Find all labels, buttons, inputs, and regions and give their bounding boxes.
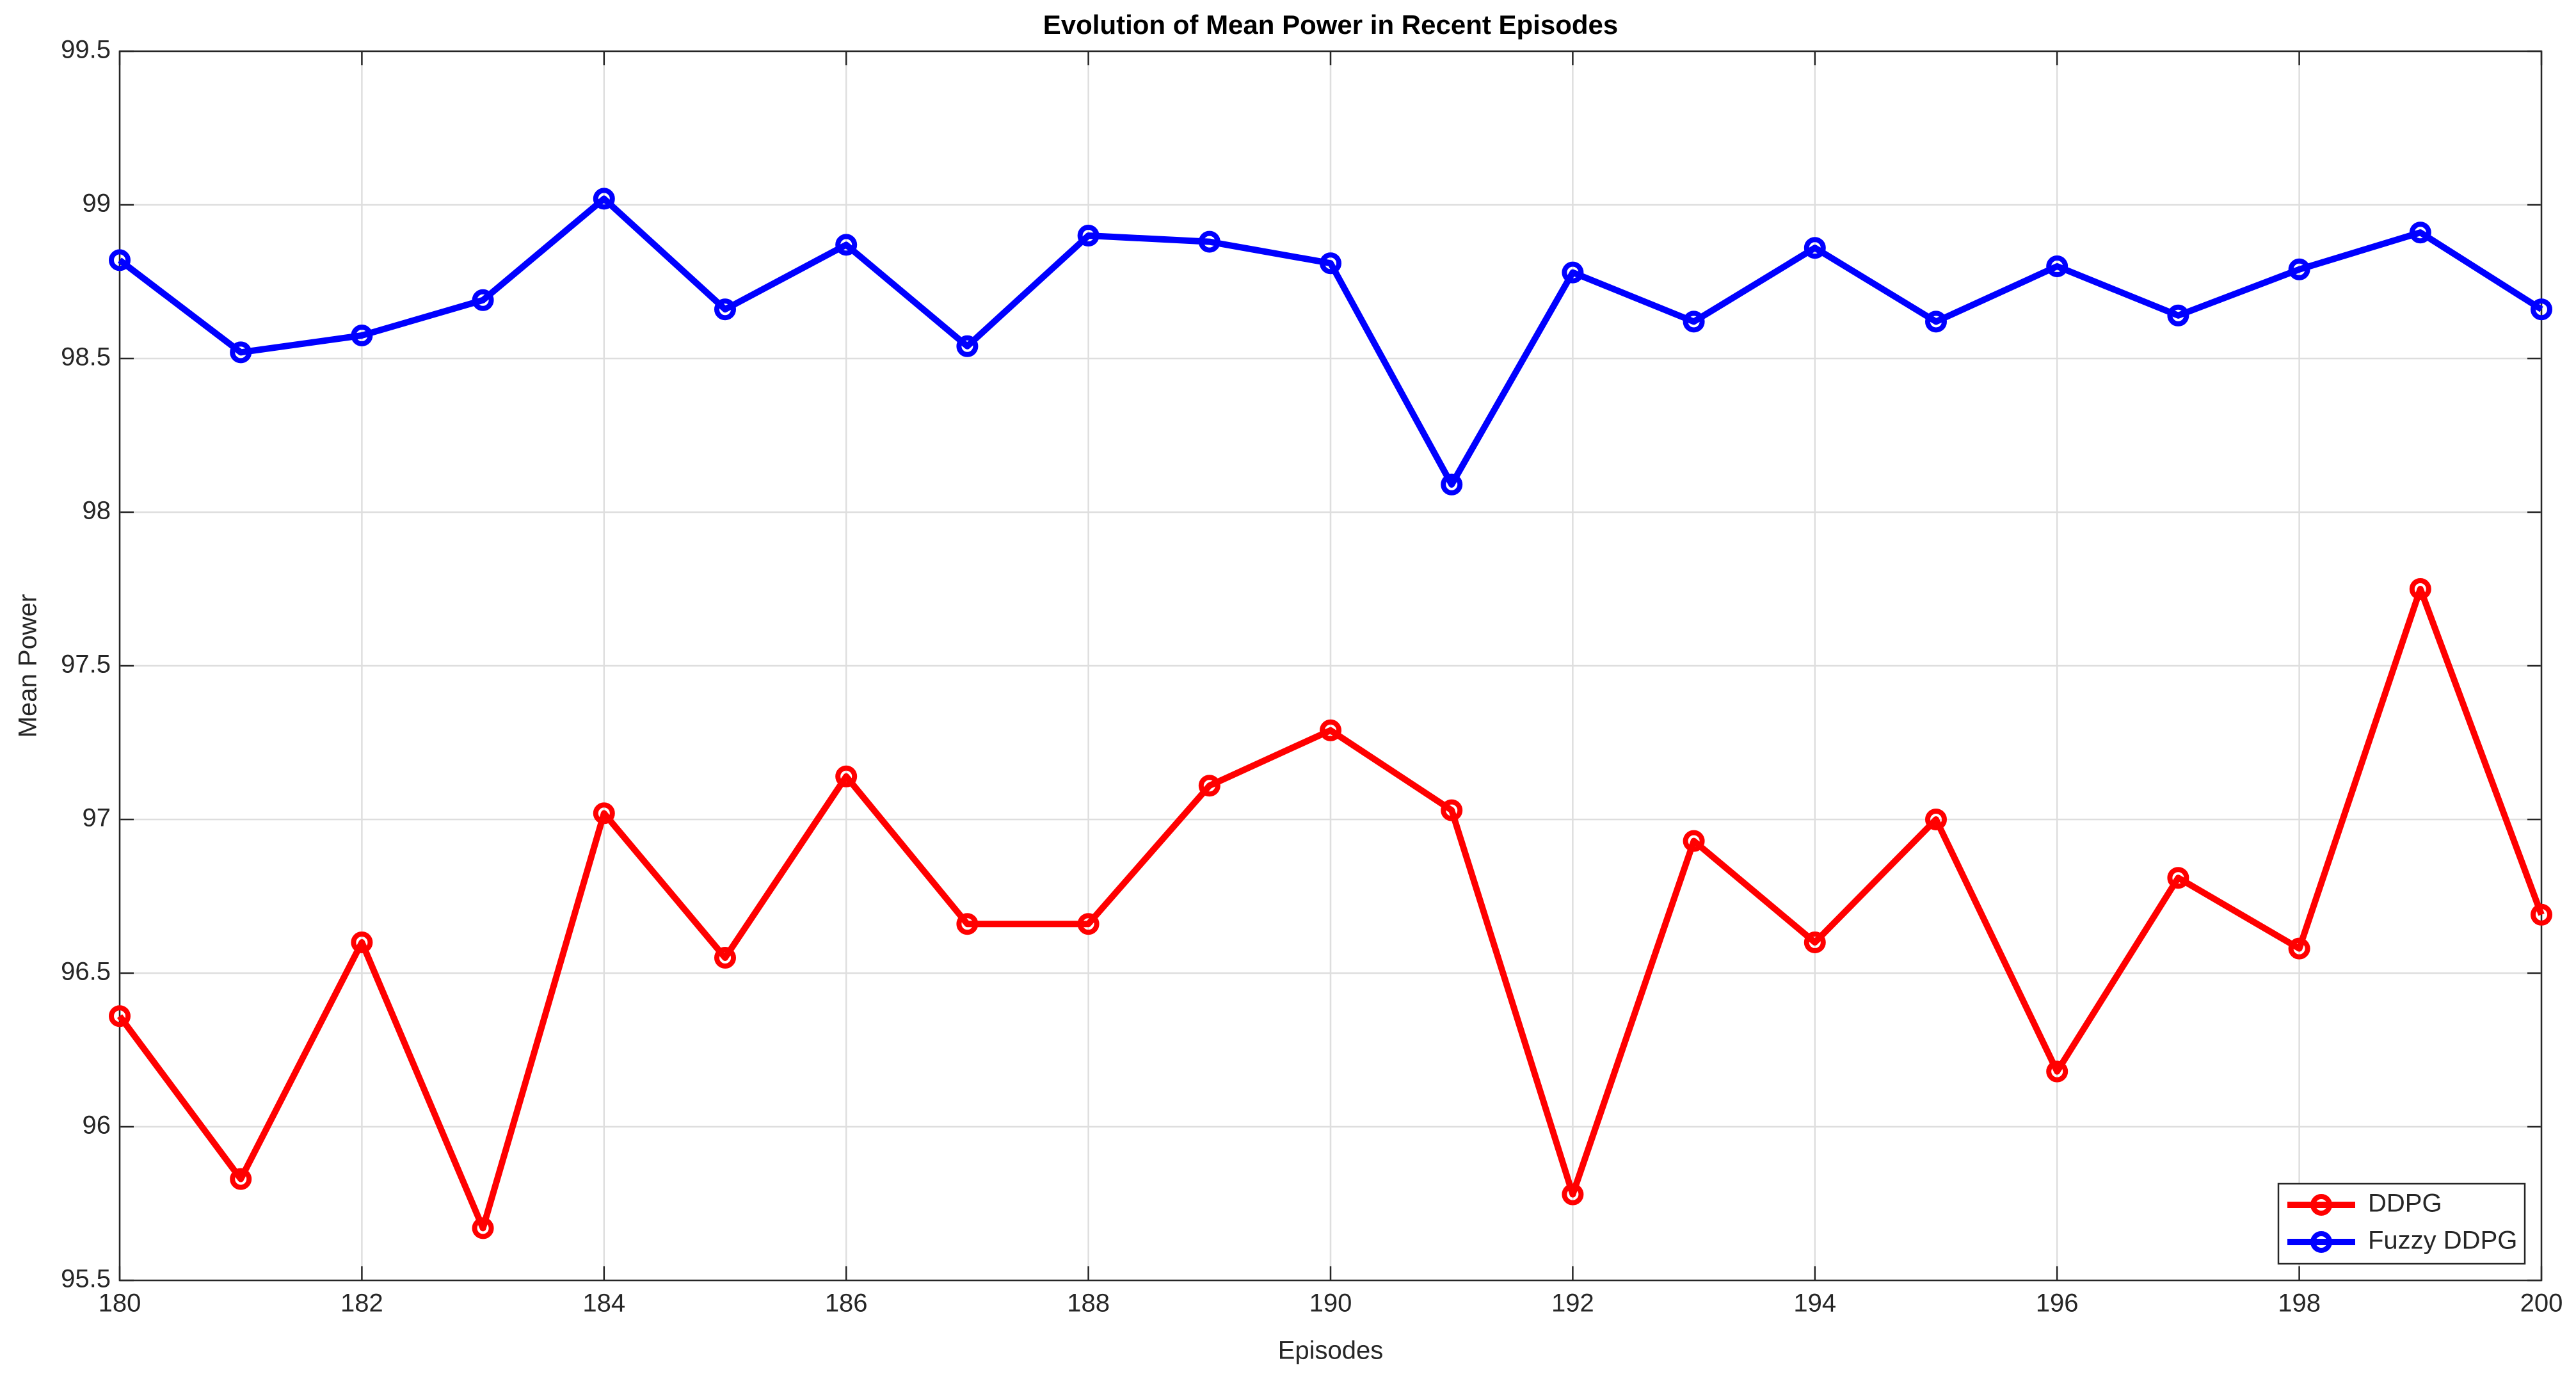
legend-marker	[2310, 1194, 2332, 1216]
data-point	[714, 947, 736, 969]
data-point	[1925, 809, 1947, 830]
data-point	[2288, 258, 2310, 280]
x-tick-label: 182	[340, 1289, 383, 1318]
legend-marker	[2310, 1231, 2332, 1253]
data-point	[714, 298, 736, 321]
data-point	[2531, 298, 2552, 321]
x-tick-label: 184	[582, 1289, 625, 1318]
y-tick-label: 99	[83, 190, 111, 218]
data-point	[2288, 937, 2310, 960]
data-point	[1562, 1183, 1584, 1206]
data-point	[956, 335, 979, 357]
data-point	[472, 289, 494, 311]
data-point	[472, 1217, 494, 1239]
data-point	[956, 913, 979, 935]
data-point	[593, 802, 615, 825]
x-axis-label: Episodes	[1278, 1337, 1384, 1365]
data-point	[1320, 252, 1341, 275]
data-point	[1198, 230, 1220, 253]
x-tick-label: 186	[825, 1289, 868, 1318]
y-tick-label: 98	[83, 497, 111, 525]
data-point	[1077, 913, 1100, 935]
data-point	[1804, 237, 1826, 259]
x-tick-label: 194	[1793, 1289, 1836, 1318]
x-tick-label: 200	[2520, 1289, 2563, 1318]
data-point	[351, 325, 373, 346]
data-point	[1683, 830, 1705, 852]
data-point	[1441, 799, 1463, 821]
y-tick-label: 97.5	[61, 650, 111, 679]
x-tick-label: 196	[2036, 1289, 2079, 1318]
legend-label: DDPG	[2368, 1189, 2442, 1218]
y-axis-label: Mean Power	[14, 594, 42, 738]
data-point	[1683, 310, 1705, 333]
chart-title: Evolution of Mean Power in Recent Episod…	[1043, 10, 1618, 40]
data-point	[351, 931, 373, 953]
x-tick-label: 190	[1309, 1289, 1352, 1318]
data-point	[1925, 310, 1947, 333]
data-point	[1804, 931, 1826, 953]
data-point	[2409, 222, 2431, 244]
series-line	[117, 195, 2543, 488]
series-line	[116, 586, 2545, 1232]
data-point	[109, 249, 131, 271]
data-point	[1562, 261, 1584, 284]
data-point	[593, 188, 615, 210]
y-tick-label: 98.5	[61, 343, 111, 371]
plot-frame	[118, 50, 2543, 1282]
data-point	[230, 341, 252, 364]
data-point	[1198, 775, 1220, 797]
data-point	[2167, 867, 2189, 889]
y-tick-label: 96.5	[61, 958, 111, 986]
x-tick-label: 188	[1067, 1289, 1110, 1318]
y-tick-label: 97	[83, 804, 111, 832]
legend-label: Fuzzy DDPG	[2368, 1227, 2517, 1255]
y-tick-label: 95.5	[61, 1265, 111, 1293]
data-point	[230, 1168, 252, 1190]
data-point	[2046, 1060, 2068, 1083]
data-point	[1077, 225, 1100, 246]
x-tick-label: 192	[1551, 1289, 1594, 1318]
data-point	[2409, 578, 2431, 600]
y-tick-label: 99.5	[61, 36, 111, 64]
y-tick-label: 96	[83, 1111, 111, 1140]
data-point	[1320, 719, 1341, 741]
data-point	[2046, 255, 2068, 277]
data-point	[835, 765, 858, 787]
data-point	[2167, 304, 2189, 327]
data-point	[109, 1005, 131, 1028]
x-tick-label: 198	[2278, 1289, 2321, 1318]
data-point	[2531, 903, 2552, 926]
data-point	[1441, 473, 1463, 496]
data-point	[835, 234, 858, 256]
x-tick-label: 180	[99, 1289, 141, 1318]
